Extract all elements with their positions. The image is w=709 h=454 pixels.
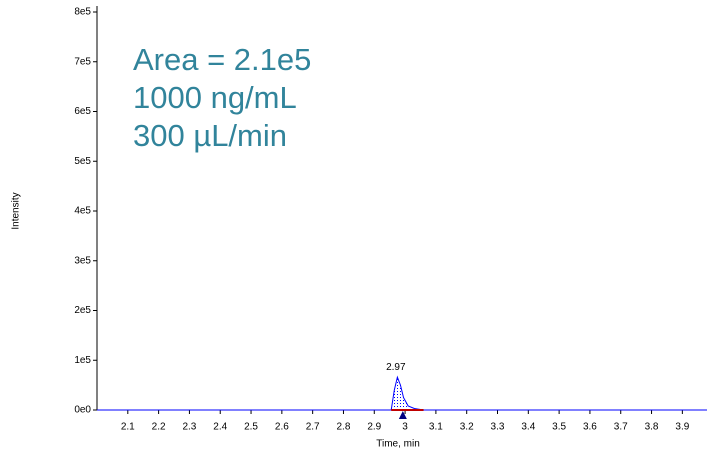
x-tick-label: 2.8 — [337, 422, 351, 433]
x-tick-label: 3.2 — [460, 422, 474, 433]
x-tick-label: 2.9 — [367, 422, 381, 433]
peak-label: 2.97 — [386, 362, 406, 373]
y-tick-label: 4e5 — [74, 206, 91, 217]
y-tick-label: 8e5 — [74, 7, 91, 18]
y-axis-label: Intensity — [11, 192, 22, 229]
annotation: 1000 ng/mL — [133, 80, 297, 115]
annotation: Area = 2.1e5 — [133, 42, 311, 77]
x-tick-label: 3.8 — [645, 422, 659, 433]
y-tick-label: 5e5 — [74, 156, 91, 167]
x-tick-label: 2.5 — [244, 422, 258, 433]
x-tick-label: 2.6 — [275, 422, 289, 433]
y-tick-label: 7e5 — [74, 56, 91, 67]
y-tick-label: 3e5 — [74, 255, 91, 266]
peak-area — [97, 377, 707, 410]
x-tick-label: 3.4 — [521, 422, 535, 433]
y-tick-label: 2e5 — [74, 305, 91, 316]
x-tick-label: 3.1 — [429, 422, 443, 433]
x-tick-label: 3.7 — [614, 422, 628, 433]
x-tick-label: 3.9 — [675, 422, 689, 433]
x-tick-label: 2.1 — [121, 422, 135, 433]
peak-marker — [398, 411, 407, 419]
x-tick-label: 2.3 — [182, 422, 196, 433]
x-tick-label: 2.4 — [213, 422, 227, 433]
x-tick-label: 3.5 — [552, 422, 566, 433]
x-axis-label: Time, min — [376, 439, 420, 450]
annotation: 300 µL/min — [133, 118, 287, 153]
x-tick-label: 2.7 — [306, 422, 320, 433]
x-tick-label: 3 — [402, 422, 408, 433]
x-tick-label: 2.2 — [152, 422, 166, 433]
y-tick-label: 1e5 — [74, 355, 91, 366]
x-tick-label: 3.3 — [491, 422, 505, 433]
y-tick-label: 6e5 — [74, 106, 91, 117]
x-tick-label: 3.6 — [583, 422, 597, 433]
y-tick-label: 0e0 — [74, 405, 91, 416]
